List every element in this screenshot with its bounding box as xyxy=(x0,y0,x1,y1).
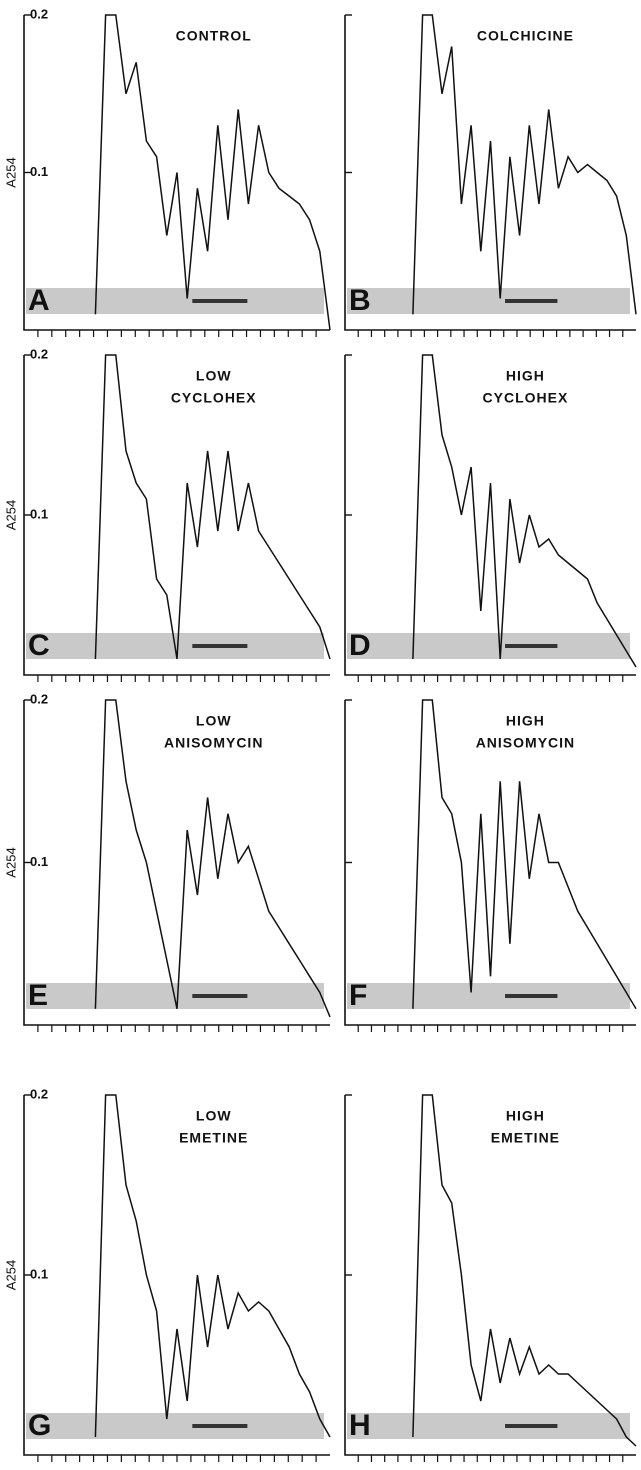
y-tick-label: 0.2 xyxy=(30,346,48,361)
panel-letter: A xyxy=(28,284,50,317)
y-tick-label: 0.2 xyxy=(30,691,48,706)
y-axis-label: A254 xyxy=(3,157,18,187)
panel-title: HIGH xyxy=(506,1108,545,1124)
axis-frame xyxy=(345,1095,636,1455)
gel-band xyxy=(505,1424,557,1428)
panel-title: CYCLOHEX xyxy=(483,390,569,406)
panel-title: COLCHICINE xyxy=(477,28,574,44)
absorbance-trace xyxy=(413,15,636,314)
panel-title: LOW xyxy=(196,713,232,729)
gel-band xyxy=(192,1424,247,1428)
figure: 0.1 0.2 A254 CONTROL A COLCHICINE B 0.1 0.2 A254 L… xyxy=(0,0,641,1470)
y-tick-label: 0.1 xyxy=(30,164,48,179)
panel-title: HIGH xyxy=(506,713,545,729)
gel-strip xyxy=(347,1413,630,1439)
panel-letter: G xyxy=(28,1409,51,1442)
gel-band xyxy=(505,644,557,648)
gel-strip xyxy=(347,633,630,659)
absorbance-trace xyxy=(95,1095,330,1437)
absorbance-trace xyxy=(413,1095,636,1446)
panel-letter: B xyxy=(349,284,371,317)
panel-letter: D xyxy=(349,629,371,662)
gel-band xyxy=(192,644,247,648)
y-tick-label: 0.1 xyxy=(30,1266,48,1281)
panel-title: ANISOMYCIN xyxy=(164,735,263,751)
y-axis-label: A254 xyxy=(3,500,18,530)
panel-letter: F xyxy=(349,979,367,1012)
gel-band xyxy=(192,994,247,998)
absorbance-trace xyxy=(95,15,330,330)
y-tick-label: 0.2 xyxy=(30,6,48,21)
panel-letter: E xyxy=(28,979,48,1012)
axis-frame xyxy=(345,15,636,330)
gel-strip xyxy=(26,1413,324,1439)
panel-title: LOW xyxy=(196,1108,232,1124)
gel-band xyxy=(192,299,247,303)
y-axis-label: A254 xyxy=(3,847,18,877)
panel-title: EMETINE xyxy=(179,1130,248,1146)
panel-title: EMETINE xyxy=(491,1130,560,1146)
gel-strip xyxy=(26,288,324,314)
gel-strip xyxy=(347,288,630,314)
panel-title: LOW xyxy=(196,368,232,384)
panel-title: CONTROL xyxy=(176,28,252,44)
panel-title: HIGH xyxy=(506,368,545,384)
y-tick-label: 0.2 xyxy=(30,1086,48,1101)
panel-title: ANISOMYCIN xyxy=(476,735,575,751)
y-tick-label: 0.1 xyxy=(30,854,48,869)
panel-letter: C xyxy=(28,629,50,662)
axis-frame xyxy=(24,1095,330,1455)
gel-strip xyxy=(347,983,630,1009)
panel-title: CYCLOHEX xyxy=(171,390,257,406)
y-tick-label: 0.1 xyxy=(30,506,48,521)
panel-letter: H xyxy=(349,1409,371,1442)
y-axis-label: A254 xyxy=(3,1260,18,1290)
gel-band xyxy=(505,299,557,303)
gel-band xyxy=(505,994,557,998)
